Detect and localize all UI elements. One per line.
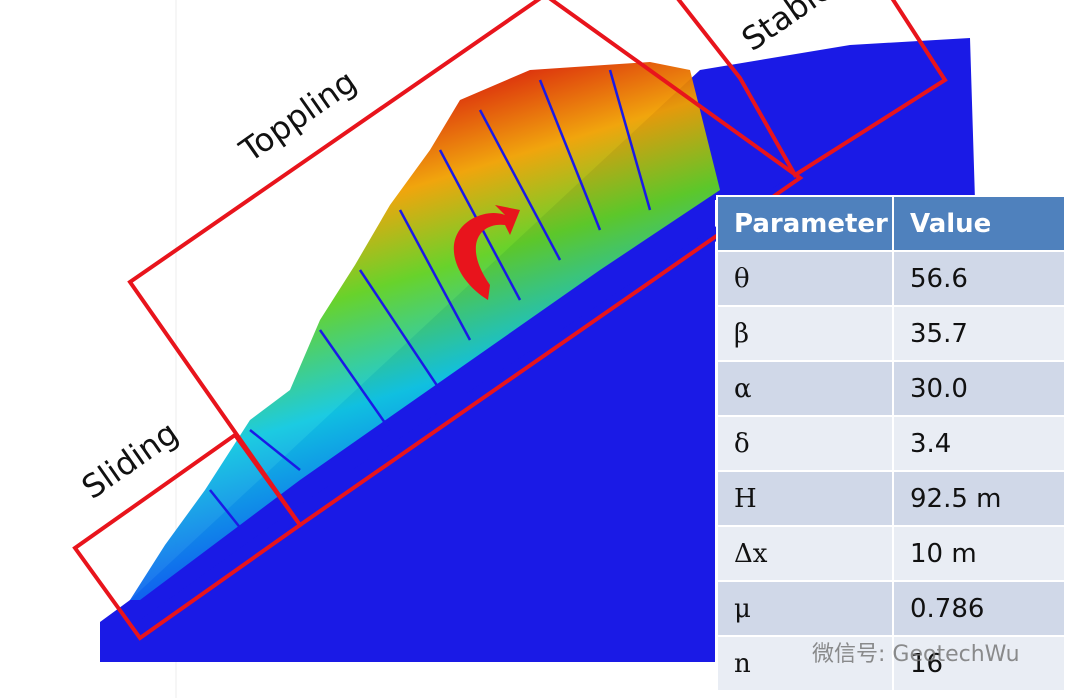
sliding-label: Sliding — [75, 414, 185, 507]
table-cell: 0.786 — [892, 580, 1066, 637]
table-cell: 35.7 — [892, 305, 1066, 362]
table-row: δ 3.4 — [716, 415, 1066, 472]
table-cell: H — [716, 470, 894, 527]
table-cell: n — [716, 635, 894, 692]
table-cell: 10 m — [892, 525, 1066, 582]
table-cell: δ — [716, 415, 894, 472]
table-row: n 16 — [716, 635, 1066, 692]
base-layer — [140, 170, 800, 635]
parameter-table: Parameter Value θ 56.6 β 35.7 α 30.0 δ 3.4 H 92.5… — [716, 195, 1066, 692]
table-cell: Δx — [716, 525, 894, 582]
table-cell: 92.5 m — [892, 470, 1066, 527]
table-cell: 30.0 — [892, 360, 1066, 417]
zone-boxes — [72, 0, 948, 641]
table-row: μ 0.786 — [716, 580, 1066, 637]
displacement-zone — [130, 62, 720, 600]
table-row: β 35.7 — [716, 305, 1066, 362]
rotation-arrow — [453, 205, 520, 300]
table-body: θ 56.6 β 35.7 α 30.0 δ 3.4 H 92.5 m Δx 10 m μ 0.786 n 1… — [716, 250, 1066, 692]
header-cell: Value — [892, 195, 1066, 252]
table-cell: 3.4 — [892, 415, 1066, 472]
table-row: H 92.5 m — [716, 470, 1066, 527]
table-row: Δx 10 m — [716, 525, 1066, 582]
table-cell: β — [716, 305, 894, 362]
column-joints — [209, 69, 652, 541]
table-row: α 30.0 — [716, 360, 1066, 417]
table-cell: θ — [716, 250, 894, 307]
table-cell: α — [716, 360, 894, 417]
header-cell: Parameter — [716, 195, 894, 252]
table-cell: μ — [716, 580, 894, 637]
watermark: 微信号: GeotechWu — [812, 642, 1020, 667]
table-row: θ 56.6 — [716, 250, 1066, 307]
toppling-label: Toppling — [232, 62, 363, 170]
table-cell: 56.6 — [892, 250, 1066, 307]
table-cell: 16 — [892, 635, 1066, 692]
